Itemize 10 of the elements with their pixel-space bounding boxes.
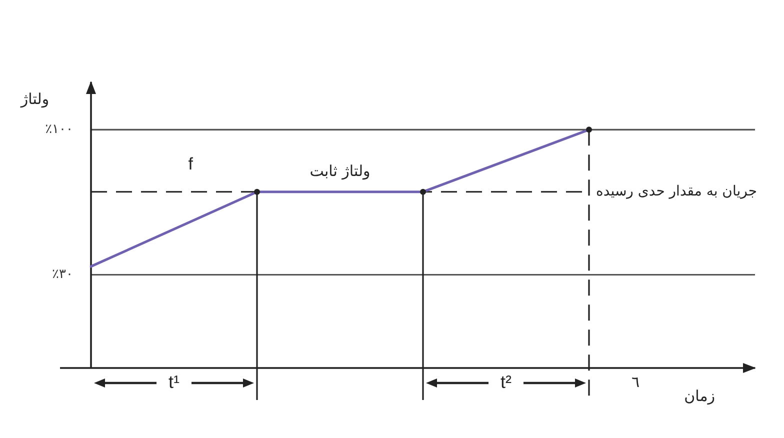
y-tick-label: ٪۳۰ <box>52 267 73 282</box>
text: t² <box>500 372 512 392</box>
y-axis-title: ولتاژ <box>20 90 50 108</box>
text: t¹ <box>168 372 180 392</box>
annotation: ولتاژ ثابت <box>310 162 370 180</box>
ref-line-label: جریان به مقدار حدی رسیده <box>596 183 757 200</box>
text: ٦ <box>631 372 640 391</box>
y-tick-label: ٪۱۰۰ <box>45 122 73 138</box>
x-axis-title: زمان <box>684 386 715 405</box>
annotation: f <box>188 154 194 174</box>
